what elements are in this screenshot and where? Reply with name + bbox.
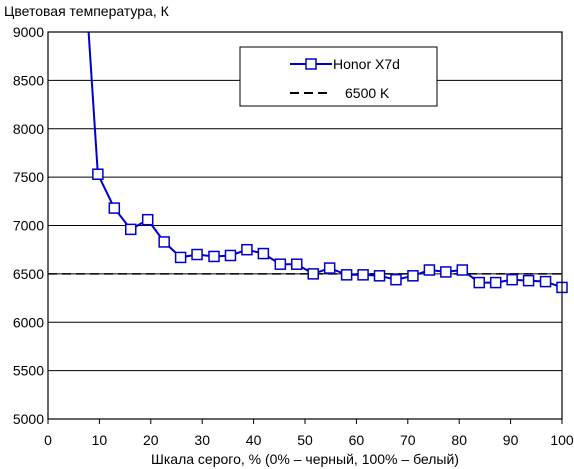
y-tick-label: 7500 <box>13 169 44 185</box>
data-point-marker <box>208 250 220 263</box>
data-point-marker <box>456 264 469 276</box>
data-point-marker <box>340 269 353 281</box>
legend-marker-honor <box>305 58 317 70</box>
x-tick-label: 40 <box>246 432 262 448</box>
x-axis-label: Шкала серого, % (0% – черный, 100% – бел… <box>151 451 459 467</box>
y-tick-label: 6500 <box>13 266 44 282</box>
data-point-marker <box>423 264 436 276</box>
data-point-marker <box>224 249 237 262</box>
data-point-marker <box>92 168 104 180</box>
x-tick-label: 10 <box>92 432 108 448</box>
legend: Honor X7d 6500 K <box>239 46 438 107</box>
data-point-marker <box>522 274 535 287</box>
data-point-marker <box>539 275 552 288</box>
x-tick-label: 0 <box>44 432 52 448</box>
data-point-marker <box>407 270 419 282</box>
data-point-marker <box>489 276 502 289</box>
x-axis-ticks: 0 10 20 30 40 50 60 70 80 90 100 <box>44 419 574 448</box>
series-lead-in-honor <box>87 31 99 175</box>
x-tick-label: 60 <box>349 432 365 448</box>
y-tick-label: 5500 <box>13 363 44 379</box>
data-point-marker <box>473 276 485 289</box>
data-point-marker <box>390 273 402 286</box>
y-axis-ticks: 5000 5500 6000 6500 7000 7500 8000 8500 9000 <box>13 24 44 427</box>
data-point-marker <box>158 236 170 248</box>
data-point-marker <box>307 268 319 280</box>
data-point-marker <box>440 266 452 278</box>
x-tick-label: 90 <box>503 432 519 448</box>
x-tick-label: 70 <box>400 432 416 448</box>
data-point-marker <box>274 258 287 270</box>
x-tick-label: 30 <box>194 432 210 448</box>
data-point-marker <box>323 262 336 274</box>
series-layer <box>87 31 568 294</box>
data-point-marker <box>373 270 386 282</box>
data-point-marker <box>191 248 203 261</box>
legend-box <box>239 46 438 107</box>
data-point-marker <box>125 223 137 236</box>
data-point-marker <box>174 251 187 264</box>
data-point-marker <box>141 213 154 226</box>
data-point-marker <box>506 273 518 286</box>
data-point-marker <box>357 269 369 281</box>
y-tick-label: 8500 <box>13 72 44 88</box>
y-tick-label: 9000 <box>13 24 44 40</box>
y-tick-label: 5000 <box>13 411 44 427</box>
data-point-marker <box>257 247 270 260</box>
legend-label-6500k: 6500 K <box>345 85 390 101</box>
legend-label-honor: Honor X7d <box>333 56 400 72</box>
y-tick-label: 6000 <box>13 314 44 330</box>
data-point-marker <box>241 243 253 256</box>
x-tick-label: 80 <box>451 432 467 448</box>
data-point-marker <box>108 202 121 214</box>
y-tick-label: 8000 <box>13 121 44 137</box>
x-tick-label: 50 <box>297 432 313 448</box>
x-tick-label: 20 <box>143 432 159 448</box>
y-tick-label: 7000 <box>13 218 44 234</box>
data-point-marker <box>291 258 303 270</box>
x-tick-label: 100 <box>550 432 574 448</box>
chart-title: Цветовая температура, К <box>4 3 170 19</box>
